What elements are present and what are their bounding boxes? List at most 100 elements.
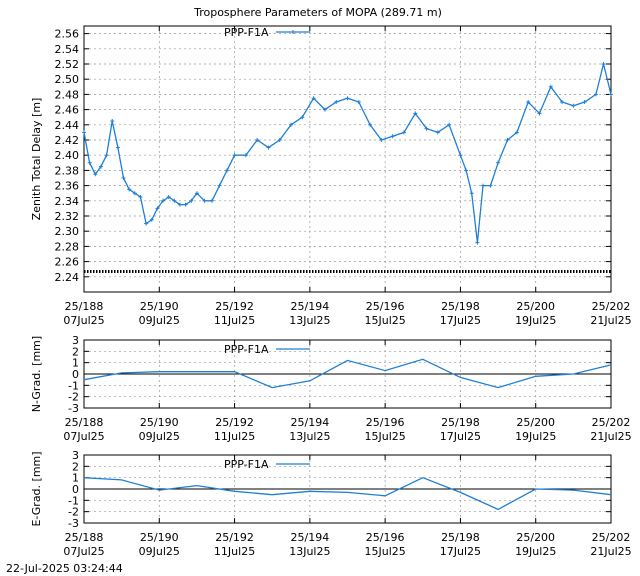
y-tick-label: 2.54: [55, 43, 80, 56]
x-tick-label-doy: 25/196: [366, 416, 405, 429]
ztd-data-point: [469, 191, 474, 196]
ztd-data-point: [447, 122, 452, 127]
y-tick-label: 2.46: [55, 104, 80, 117]
ztd-data-point: [98, 164, 103, 169]
ztd-data-point: [202, 198, 207, 203]
x-tick-label-date: 07Jul25: [63, 314, 104, 327]
y-tick-label: 2.32: [55, 210, 80, 223]
ztd-data-point: [266, 145, 271, 150]
y-tick-label: 2.26: [55, 256, 80, 269]
y-tick-label: 2: [72, 460, 79, 473]
ztd-data-point: [413, 111, 418, 116]
x-tick-label-date: 19Jul25: [515, 430, 556, 443]
ztd-data-point: [183, 202, 188, 207]
ztd-data-point: [322, 107, 327, 112]
ztd-data-point: [172, 198, 177, 203]
ztd-data-point: [334, 100, 339, 104]
ztd-legend-label: PPP-F1A: [224, 26, 269, 39]
ztd-plot-frame: [83, 25, 612, 293]
y-tick-label: 2.34: [55, 195, 80, 208]
x-tick-label-doy: 25/190: [140, 300, 179, 313]
x-tick-label-date: 21Jul25: [590, 545, 631, 558]
ztd-panel: 2.24 2.26 2.28 2.30 2.32 2.34 2.36 2.38 2.40 2.42…: [30, 25, 632, 327]
y-tick-label: 2.52: [55, 58, 80, 71]
x-tick-label-date: 17Jul25: [440, 545, 481, 558]
egrad-y-axis-title: E-Grad. [mm]: [30, 451, 43, 526]
ztd-data-point: [481, 183, 486, 188]
ztd-data-point: [593, 92, 598, 97]
egrad-series-line: [83, 476, 612, 511]
ztd-data-point: [121, 176, 126, 180]
ztd-data-point: [138, 195, 143, 199]
y-tick-label: 2.40: [55, 149, 80, 162]
ngrad-series-line: [83, 358, 612, 389]
x-tick-label-doy: 25/202: [592, 300, 631, 313]
x-tick-label-doy: 25/188: [65, 300, 104, 313]
ztd-data-point: [496, 160, 501, 165]
x-tick-label-doy: 25/202: [592, 531, 631, 544]
ztd-data-point: [311, 96, 316, 101]
x-tick-label-date: 15Jul25: [365, 545, 406, 558]
x-tick-label-date: 19Jul25: [515, 314, 556, 327]
ztd-data-point: [225, 168, 230, 173]
x-tick-label-date: 13Jul25: [289, 545, 330, 558]
ztd-data-point: [571, 103, 576, 108]
y-tick-label: 2.30: [55, 225, 80, 238]
x-tick-label-date: 07Jul25: [63, 545, 104, 558]
x-tick-label-doy: 25/196: [366, 531, 405, 544]
x-tick-label-doy: 25/198: [441, 300, 480, 313]
ztd-data-point: [177, 202, 182, 207]
x-tick-label-doy: 25/190: [140, 531, 179, 544]
y-tick-label: -3: [68, 402, 79, 415]
ztd-data-point: [155, 206, 160, 211]
x-tick-label-date: 11Jul25: [214, 430, 255, 443]
egrad-legend-label: PPP-F1A: [224, 458, 269, 471]
x-tick-label-doy: 25/198: [441, 531, 480, 544]
x-tick-label-doy: 25/196: [366, 300, 405, 313]
x-tick-label-date: 19Jul25: [515, 545, 556, 558]
ztd-data-point: [582, 100, 587, 104]
ztd-data-point: [194, 191, 199, 196]
y-tick-label: 3: [72, 449, 79, 462]
ztd-data-point: [149, 217, 154, 222]
y-tick-label: -2: [68, 506, 79, 519]
ztd-data-point: [255, 138, 260, 142]
chart-title: Troposphere Parameters of MOPA (289.71 m…: [193, 6, 442, 19]
ztd-data-point: [161, 198, 166, 203]
x-tick-label-doy: 25/188: [65, 416, 104, 429]
x-tick-label-date: 17Jul25: [440, 430, 481, 443]
ztd-data-point: [127, 187, 132, 192]
x-tick-label-doy: 25/200: [516, 300, 555, 313]
y-tick-label: 2.56: [55, 28, 80, 41]
x-tick-label-date: 21Jul25: [590, 430, 631, 443]
x-tick-label-date: 11Jul25: [214, 314, 255, 327]
ztd-data-point: [548, 84, 553, 89]
ztd-series-line: [83, 63, 612, 243]
x-tick-label-doy: 25/190: [140, 416, 179, 429]
x-tick-label-doy: 25/192: [215, 416, 254, 429]
ztd-data-point: [526, 100, 531, 104]
x-tick-label-doy: 25/194: [291, 416, 330, 429]
ztd-y-axis-title: Zenith Total Delay [m]: [30, 98, 43, 221]
ztd-data-point: [401, 130, 406, 135]
x-tick-label-date: 15Jul25: [365, 430, 406, 443]
x-tick-label-doy: 25/194: [291, 300, 330, 313]
x-tick-label-doy: 25/192: [215, 300, 254, 313]
ztd-data-point: [601, 62, 606, 66]
y-tick-label: -3: [68, 517, 79, 530]
ztd-data-point: [609, 92, 613, 97]
ztd-data-point: [232, 153, 237, 158]
x-tick-label-date: 09Jul25: [139, 314, 180, 327]
ztd-data-point: [356, 100, 361, 104]
chart-panels: 2.24 2.26 2.28 2.30 2.32 2.34 2.36 2.38 2.40 2.42…: [30, 25, 632, 558]
x-tick-label-date: 13Jul25: [289, 430, 330, 443]
ztd-legend-marker: [291, 30, 295, 34]
x-tick-label-doy: 25/198: [441, 416, 480, 429]
ztd-data-point: [514, 130, 519, 135]
y-tick-label: 2: [72, 345, 79, 358]
ztd-data-point: [505, 138, 510, 142]
ztd-data-point: [110, 119, 115, 123]
ztd-data-point: [560, 100, 565, 104]
